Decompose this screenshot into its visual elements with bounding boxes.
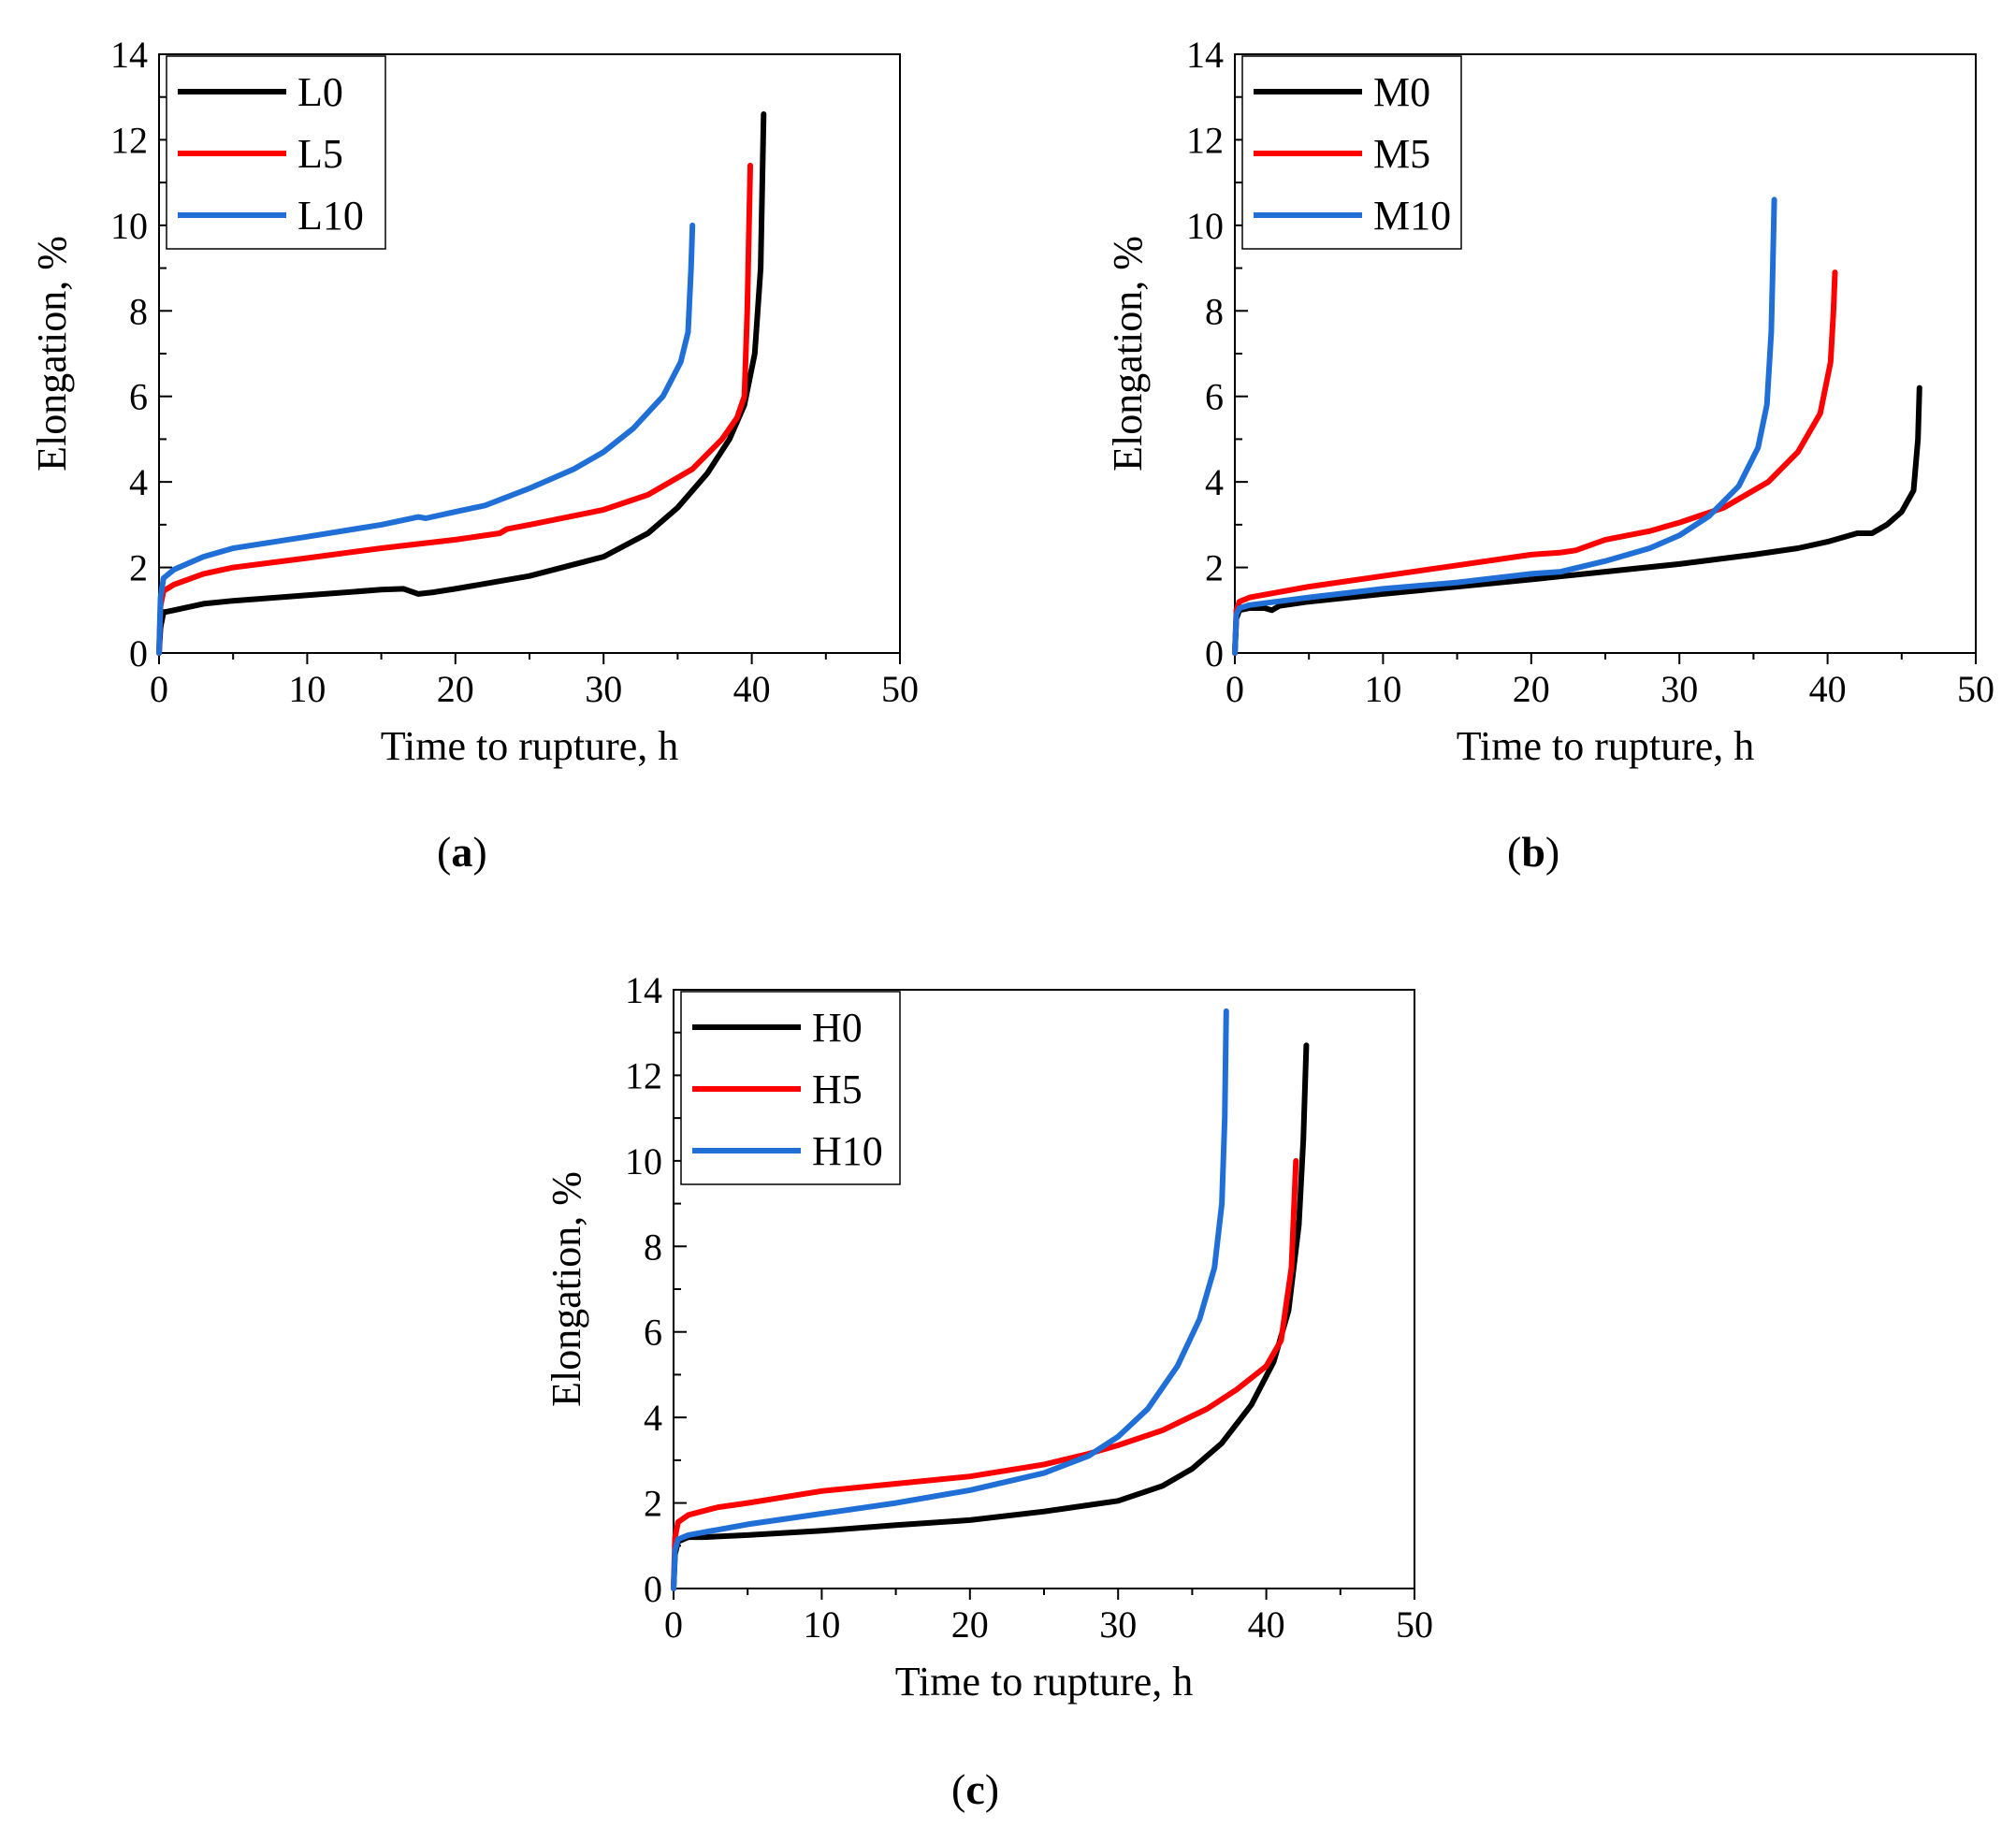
x-tick-label: 0 bbox=[150, 668, 168, 710]
x-tick-label: 30 bbox=[1099, 1603, 1137, 1646]
y-tick-label: 2 bbox=[1205, 547, 1224, 589]
caption-b: (b) bbox=[1507, 828, 1560, 876]
y-tick-label: 14 bbox=[625, 969, 662, 1011]
x-tick-label: 40 bbox=[1248, 1603, 1285, 1646]
legend-label-H5: H5 bbox=[812, 1066, 863, 1112]
x-axis-label: Time to rupture, h bbox=[895, 1659, 1194, 1705]
x-axis: 0 10 20 30 40 50 bbox=[664, 1589, 1433, 1646]
legend: L0 L5 L10 bbox=[166, 55, 386, 250]
panel-b: 0 2 4 6 8 10 12 14 0 10 20 30 40 50 M0 M5 M10 Time to … bbox=[1105, 34, 1994, 769]
y-tick-label: 2 bbox=[644, 1483, 662, 1525]
series-line-M0 bbox=[1232, 384, 1922, 656]
series-line-H10 bbox=[671, 1008, 1229, 1591]
y-axis-label: Elongation, % bbox=[544, 1171, 589, 1407]
y-axis: 0 2 4 6 8 10 12 14 bbox=[110, 34, 172, 675]
series-line-M5 bbox=[1232, 269, 1838, 656]
series-layer bbox=[156, 111, 767, 656]
x-tick-label: 10 bbox=[803, 1603, 840, 1646]
panel-a: 0 2 4 6 8 10 12 14 0 10 20 30 40 50 L0 L5 L10 Time to … bbox=[29, 34, 919, 769]
legend-label-M10: M10 bbox=[1373, 193, 1451, 239]
x-axis: 0 10 20 30 40 50 bbox=[1226, 653, 1994, 710]
legend-label-L10: L10 bbox=[297, 193, 364, 239]
y-tick-label: 4 bbox=[129, 461, 148, 503]
caption-a: (a) bbox=[437, 828, 487, 876]
x-tick-label: 20 bbox=[951, 1603, 989, 1646]
legend-label-M5: M5 bbox=[1373, 131, 1430, 177]
y-axis-label: Elongation, % bbox=[29, 236, 75, 472]
x-tick-label: 30 bbox=[1661, 668, 1698, 710]
legend-label-L5: L5 bbox=[297, 131, 343, 177]
x-axis-label: Time to rupture, h bbox=[381, 723, 679, 769]
x-tick-label: 30 bbox=[585, 668, 622, 710]
legend: M0 M5 M10 bbox=[1241, 55, 1462, 250]
y-tick-label: 10 bbox=[625, 1140, 662, 1182]
y-tick-label: 14 bbox=[110, 34, 148, 76]
legend-label-M0: M0 bbox=[1373, 69, 1430, 115]
x-tick-label: 20 bbox=[437, 668, 474, 710]
y-axis: 0 2 4 6 8 10 12 14 bbox=[625, 969, 687, 1610]
y-tick-label: 12 bbox=[110, 119, 148, 161]
series-line-H5 bbox=[671, 1157, 1299, 1591]
x-axis-label: Time to rupture, h bbox=[1457, 723, 1755, 769]
legend-label-H0: H0 bbox=[812, 1005, 863, 1051]
series-line-M10 bbox=[1232, 196, 1777, 656]
series-layer bbox=[1232, 196, 1922, 656]
y-axis: 0 2 4 6 8 10 12 14 bbox=[1186, 34, 1248, 675]
y-tick-label: 10 bbox=[1186, 205, 1224, 247]
series-line-L10 bbox=[156, 222, 696, 656]
y-tick-label: 6 bbox=[129, 376, 148, 418]
series-line-L5 bbox=[156, 162, 753, 656]
x-tick-label: 50 bbox=[881, 668, 919, 710]
y-tick-label: 2 bbox=[129, 547, 148, 589]
y-tick-label: 0 bbox=[1205, 632, 1224, 675]
y-tick-label: 12 bbox=[1186, 119, 1224, 161]
x-tick-label: 40 bbox=[733, 668, 771, 710]
x-tick-label: 50 bbox=[1396, 1603, 1433, 1646]
x-tick-label: 0 bbox=[664, 1603, 683, 1646]
y-tick-label: 8 bbox=[644, 1226, 662, 1268]
y-tick-label: 4 bbox=[1205, 461, 1224, 503]
x-tick-label: 10 bbox=[1364, 668, 1401, 710]
y-tick-label: 4 bbox=[644, 1397, 662, 1439]
panel-c: 0 2 4 6 8 10 12 14 0 10 20 30 40 50 H0 H5 H10 Time to … bbox=[544, 969, 1433, 1705]
x-tick-label: 0 bbox=[1226, 668, 1244, 710]
x-tick-label: 10 bbox=[288, 668, 326, 710]
series-layer bbox=[671, 1008, 1310, 1591]
y-tick-label: 0 bbox=[644, 1568, 662, 1610]
x-axis: 0 10 20 30 40 50 bbox=[150, 653, 919, 710]
y-tick-label: 6 bbox=[1205, 376, 1224, 418]
legend-label-H10: H10 bbox=[812, 1128, 883, 1174]
x-tick-label: 40 bbox=[1809, 668, 1847, 710]
y-tick-label: 8 bbox=[129, 290, 148, 332]
y-tick-label: 12 bbox=[625, 1054, 662, 1096]
caption-c: (c) bbox=[951, 1765, 1000, 1813]
y-tick-label: 8 bbox=[1205, 290, 1224, 332]
y-tick-label: 0 bbox=[129, 632, 148, 675]
y-tick-label: 14 bbox=[1186, 34, 1224, 76]
y-tick-label: 6 bbox=[644, 1312, 662, 1354]
legend: H0 H5 H10 bbox=[680, 991, 901, 1185]
y-tick-label: 10 bbox=[110, 205, 148, 247]
x-tick-label: 50 bbox=[1957, 668, 1994, 710]
y-axis-label: Elongation, % bbox=[1105, 236, 1151, 472]
x-tick-label: 20 bbox=[1513, 668, 1550, 710]
legend-label-L0: L0 bbox=[297, 69, 343, 115]
